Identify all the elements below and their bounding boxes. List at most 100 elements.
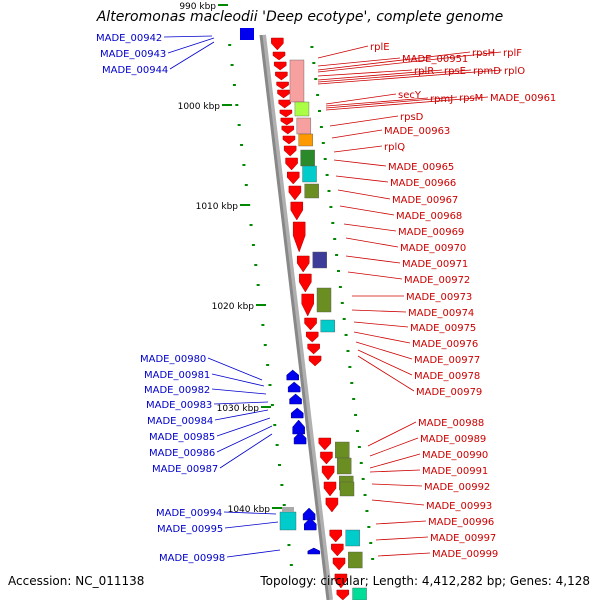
- label-leader-right: [331, 129, 383, 139]
- gene-label-right: MADE_00997: [430, 533, 496, 544]
- gene-label-right: MADE_00970: [400, 243, 466, 254]
- label-leader-right: [377, 552, 431, 557]
- gene-label-left: MADE_00981: [144, 370, 210, 381]
- accession-text: Accession: NC_011138: [8, 574, 145, 588]
- gene-function-block: [336, 457, 352, 475]
- label-leader-right: [317, 57, 401, 67]
- gene-arrow-reverse: [308, 355, 322, 367]
- gene-label-right: MADE_00973: [406, 292, 472, 303]
- gene-arrow-reverse: [282, 135, 296, 145]
- gene-label-left: MADE_00998: [159, 553, 225, 564]
- gene-arrow-forward: [302, 507, 316, 521]
- gene-function-block: [294, 101, 310, 117]
- gene-arrow-reverse: [272, 51, 286, 61]
- label-leader-right: [371, 499, 425, 506]
- gene-arrow-reverse: [301, 293, 314, 317]
- label-leader-right: [357, 355, 415, 392]
- gene-label-right: rplO: [504, 66, 525, 77]
- gene-label-left: MADE_00944: [102, 65, 168, 76]
- gene-arrow-reverse: [320, 451, 333, 465]
- gene-label-left: MADE_00995: [157, 524, 223, 535]
- gene-function-block: [298, 133, 313, 147]
- label-leader-left: [214, 409, 269, 421]
- gene-function-block: [302, 165, 317, 183]
- label-leader-left: [224, 521, 279, 529]
- label-leader-right: [351, 309, 407, 313]
- gene-function-block: [348, 551, 363, 569]
- label-leader-left: [216, 417, 271, 437]
- label-leader-right: [333, 145, 383, 153]
- gene-label-right: rplQ: [384, 142, 405, 153]
- scale-label: 1020 kbp: [212, 302, 255, 312]
- label-leader-right: [369, 437, 419, 457]
- scale-label: 990 kbp: [179, 2, 216, 12]
- gene-label-right: MADE_00963: [384, 126, 450, 137]
- label-leader-left: [169, 41, 215, 70]
- gene-arrow-reverse: [275, 71, 288, 81]
- gene-arrow-reverse: [290, 201, 304, 221]
- gene-label-right: rplF: [503, 48, 522, 59]
- gene-arrow-reverse: [278, 99, 291, 109]
- gene-arrow-reverse: [277, 89, 290, 99]
- label-leader-right: [335, 175, 389, 183]
- gene-label-left: MADE_00986: [149, 448, 215, 459]
- gene-function-block: [345, 529, 360, 547]
- gene-label-right: rpmJ: [430, 94, 453, 105]
- gene-arrow-reverse: [321, 465, 335, 481]
- label-leader-right: [375, 536, 429, 541]
- gene-arrow-forward: [307, 547, 321, 555]
- gene-function-block: [316, 287, 332, 313]
- label-leader-right: [367, 421, 417, 447]
- gene-label-right: MADE_00965: [388, 162, 454, 173]
- gene-label-right: secY: [398, 90, 422, 101]
- gene-arrow-reverse: [286, 171, 300, 185]
- gene-label-left: MADE_00980: [140, 354, 206, 365]
- gene-arrow-reverse: [331, 543, 344, 557]
- gene-arrow-reverse: [305, 331, 319, 343]
- gene-label-right: MADE_00961: [490, 93, 556, 104]
- backbone-line: [259, 34, 330, 600]
- gene-label-right: rplE: [370, 42, 390, 53]
- gene-arrow-reverse: [325, 497, 339, 513]
- label-leader-right: [317, 51, 471, 71]
- gene-label-left: MADE_00985: [149, 432, 215, 443]
- gene-label-right: MADE_00989: [420, 434, 486, 445]
- gene-arrow-reverse: [276, 81, 289, 90]
- gene-arrow-reverse: [281, 125, 295, 135]
- label-leader-right: [343, 223, 397, 232]
- genome-summary-text: Topology: circular; Length: 4,412,282 bp…: [260, 574, 590, 588]
- label-leader-right: [317, 69, 443, 81]
- label-leader-right: [375, 520, 427, 525]
- gene-label-left: MADE_00942: [96, 33, 162, 44]
- map-title: Alteromonas macleodii 'Deep ecotype', co…: [96, 9, 504, 25]
- gene-arrow-reverse: [280, 117, 294, 126]
- gene-arrow-reverse: [285, 157, 298, 171]
- scale-label: 1000 kbp: [178, 102, 221, 112]
- gene-label-right: MADE_00978: [414, 371, 480, 382]
- label-leader-right: [369, 453, 421, 469]
- label-leader-left: [223, 511, 277, 515]
- gene-label-left: MADE_00943: [100, 49, 166, 60]
- label-leader-right: [317, 69, 413, 77]
- label-leader-right: [345, 237, 399, 248]
- gene-function-block: [289, 59, 305, 103]
- gene-label-right: MADE_00988: [418, 418, 484, 429]
- gene-function-block: [320, 319, 335, 333]
- gene-arrow-reverse: [279, 109, 293, 118]
- gene-arrow-forward: [289, 393, 302, 405]
- gene-arrow-reverse: [296, 255, 310, 273]
- label-leader-left: [163, 35, 213, 38]
- gene-arrow-forward: [287, 381, 301, 393]
- gene-function-block: [339, 481, 355, 497]
- gene-label-right: MADE_00992: [424, 482, 490, 493]
- label-leader-right: [317, 69, 472, 83]
- gene-arrow-reverse: [299, 273, 312, 293]
- label-leader-left: [226, 549, 281, 558]
- gene-arrow-reverse: [329, 529, 342, 543]
- label-leader-left: [219, 433, 273, 469]
- gene-label-left: MADE_00982: [144, 385, 210, 396]
- label-leader-right: [329, 115, 399, 127]
- gene-function-block: [296, 117, 312, 135]
